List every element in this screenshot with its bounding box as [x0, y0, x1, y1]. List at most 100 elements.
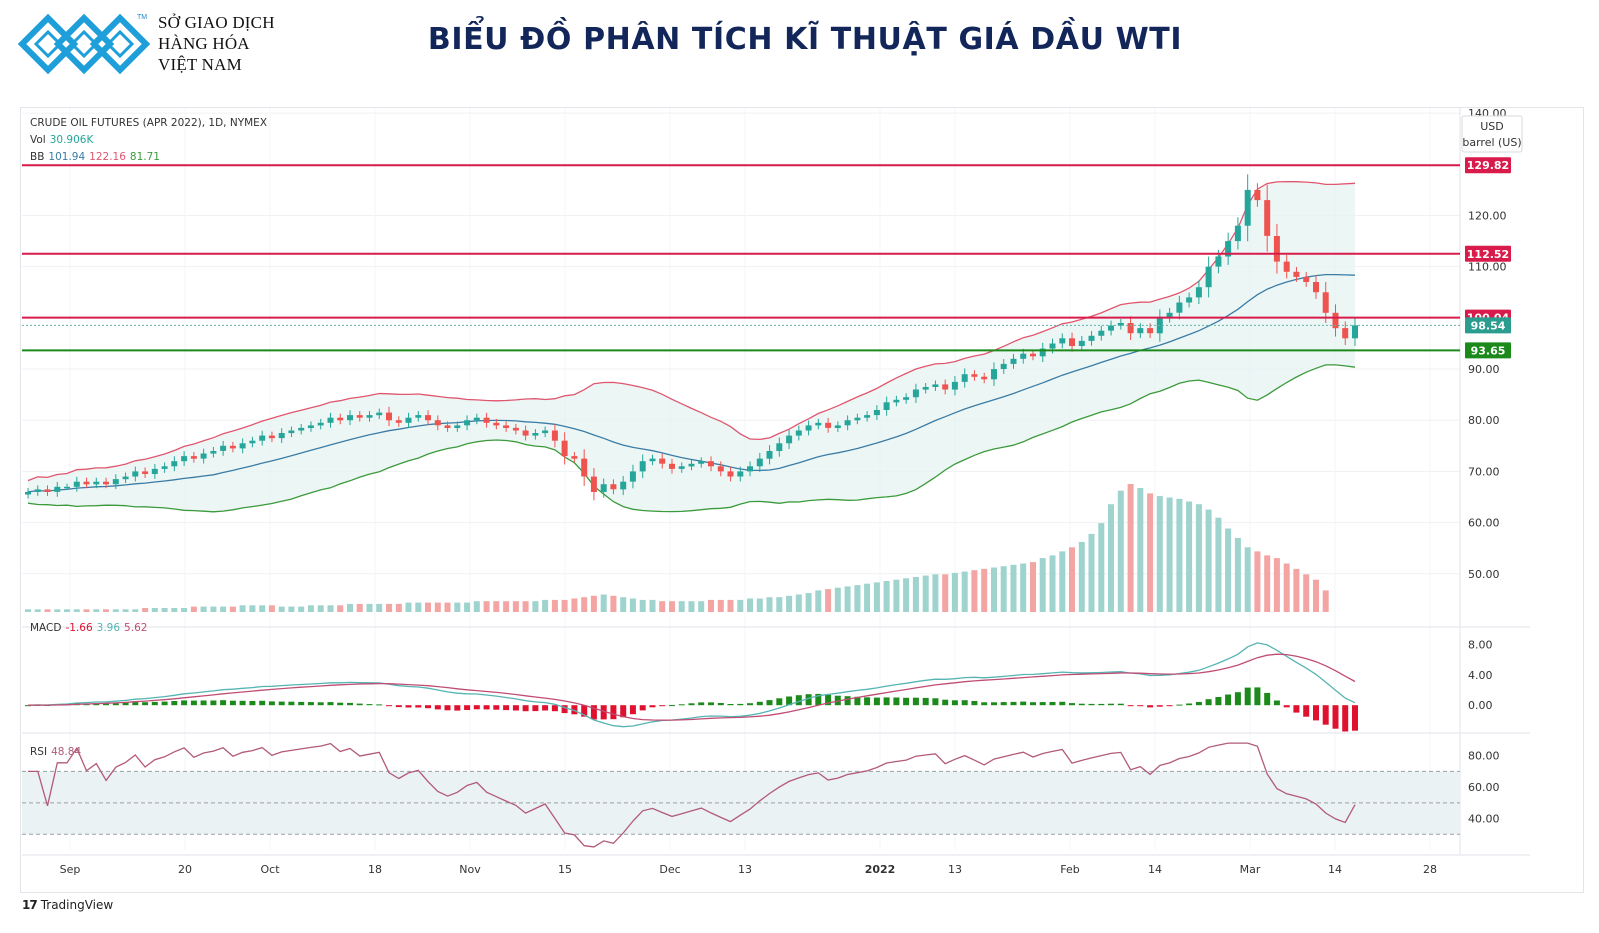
rsi-tick-label: 40.00 [1468, 813, 1500, 826]
brand-line-3: VIỆT NAM [158, 55, 242, 74]
volume-bar [825, 589, 832, 612]
volume-bar [171, 608, 178, 612]
volume-bar [795, 594, 802, 612]
macd-hist-bar [434, 705, 441, 710]
rsi-band-fill [22, 771, 1460, 835]
macd-hist-bar [1020, 701, 1027, 706]
candle-body [1069, 338, 1075, 346]
volume-bar [1195, 504, 1202, 612]
volume-bar [961, 571, 968, 612]
tradingview-brand[interactable]: 17 TradingView [22, 898, 113, 912]
volume-bar [298, 606, 305, 612]
candle-body [1039, 348, 1046, 357]
bb-basis-value: 101.94 [48, 151, 86, 163]
macd-hist-bar [786, 696, 793, 706]
candle-body [161, 466, 168, 469]
candle-body [600, 484, 607, 492]
volume-bar [1225, 528, 1232, 612]
time-tick-label: Sep [60, 863, 81, 876]
bb-upper-line [27, 180, 1356, 482]
macd-hist-bar [444, 705, 451, 711]
candle-body [210, 451, 217, 454]
candle-body [903, 397, 910, 400]
macd-hist-bar [1254, 687, 1261, 706]
volume-bar [708, 599, 714, 612]
candle-body [678, 466, 685, 469]
volume-bar [239, 605, 246, 612]
candle-body [1234, 225, 1241, 242]
candle-body [1137, 328, 1144, 334]
macd-hist-bar [1156, 705, 1163, 707]
macd-hist-bar [171, 701, 178, 706]
candle-body [454, 425, 461, 428]
candle-body [922, 387, 929, 390]
level-tag-93.65 [1465, 342, 1511, 359]
volume-bar [1030, 562, 1036, 612]
candle-body [1049, 343, 1056, 349]
volume-bar [1283, 563, 1290, 612]
macd-hist-bar [220, 700, 227, 706]
level-label: 129.82 [1467, 159, 1509, 172]
candle-body [142, 471, 149, 474]
volume-bar [307, 605, 314, 612]
exchange-logo-icon [18, 13, 151, 75]
brand-line-2: HÀNG HÓA [158, 34, 250, 53]
candle-body [503, 425, 510, 428]
volume-bar [629, 598, 636, 612]
candle-body [610, 484, 617, 490]
candle-body [873, 410, 880, 416]
macd-hist-bar [932, 698, 939, 706]
candle-body [766, 451, 773, 459]
volume-bar [288, 606, 295, 612]
candle-body [249, 440, 256, 444]
candle-body [1303, 276, 1310, 282]
macd-hist-bar [122, 702, 129, 706]
brand-name: SỞ GIAO DỊCH HÀNG HÓA VIỆT NAM [158, 12, 275, 75]
macd-hist-bar [805, 694, 812, 706]
macd-hist-bar [1098, 703, 1105, 706]
candle-body [1205, 266, 1212, 288]
macd-line-value: 3.96 [96, 622, 121, 634]
candle-body [444, 425, 451, 428]
candle-body [1313, 282, 1319, 293]
last-price-label: 98.54 [1471, 319, 1506, 332]
candle-body [727, 471, 734, 477]
macd-hist-bar [903, 697, 910, 706]
volume-bar [912, 577, 919, 612]
candle-body [1322, 292, 1329, 313]
volume-bar [590, 595, 597, 612]
rsi-value: 48.84 [51, 746, 82, 758]
volume-bar [444, 602, 451, 612]
candle-body [327, 417, 334, 423]
macd-hist-bar [815, 693, 822, 706]
macd-hist-value: -1.66 [65, 622, 93, 634]
volume-bar [639, 599, 646, 612]
volume-bar [493, 601, 500, 612]
volume-bar [1205, 509, 1212, 612]
candle-body [1176, 302, 1183, 313]
price-tick-label: 80.00 [1468, 414, 1500, 427]
macd-hist-bar [1078, 703, 1085, 706]
volume-bar [542, 599, 549, 612]
volume-bar [1273, 558, 1280, 612]
rsi-tick-label: 60.00 [1468, 781, 1500, 794]
candle-body [239, 443, 246, 449]
macd-hist-bar [1342, 705, 1349, 732]
candle-body [844, 420, 851, 426]
macd-hist-bar [210, 700, 217, 706]
macd-hist-bar [1000, 702, 1007, 706]
candle-body [1020, 353, 1027, 359]
macd-hist-bar [532, 705, 539, 712]
macd-hist-bar [298, 701, 305, 706]
candle-body [73, 481, 80, 487]
bb-basis-line [27, 273, 1356, 493]
volume-bar [1176, 498, 1183, 612]
volume-bar [873, 582, 880, 612]
candle-body [551, 430, 558, 441]
candle-body [229, 445, 236, 449]
volume-bar [561, 599, 568, 612]
volume-bar [395, 603, 402, 612]
time-tick-label: 13 [948, 863, 962, 876]
macd-hist-bar [1283, 705, 1290, 708]
